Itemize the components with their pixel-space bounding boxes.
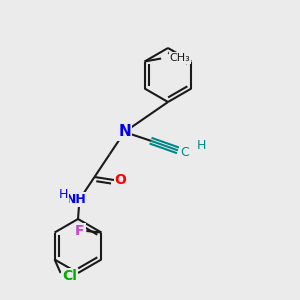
Text: H: H — [196, 139, 206, 152]
Text: H: H — [58, 188, 68, 202]
Text: O: O — [115, 173, 127, 187]
Text: NH: NH — [66, 193, 87, 206]
Text: C: C — [180, 146, 189, 159]
Text: CH₃: CH₃ — [169, 53, 190, 63]
Text: N: N — [118, 124, 131, 140]
Text: F: F — [75, 224, 85, 238]
Text: Cl: Cl — [62, 269, 77, 283]
